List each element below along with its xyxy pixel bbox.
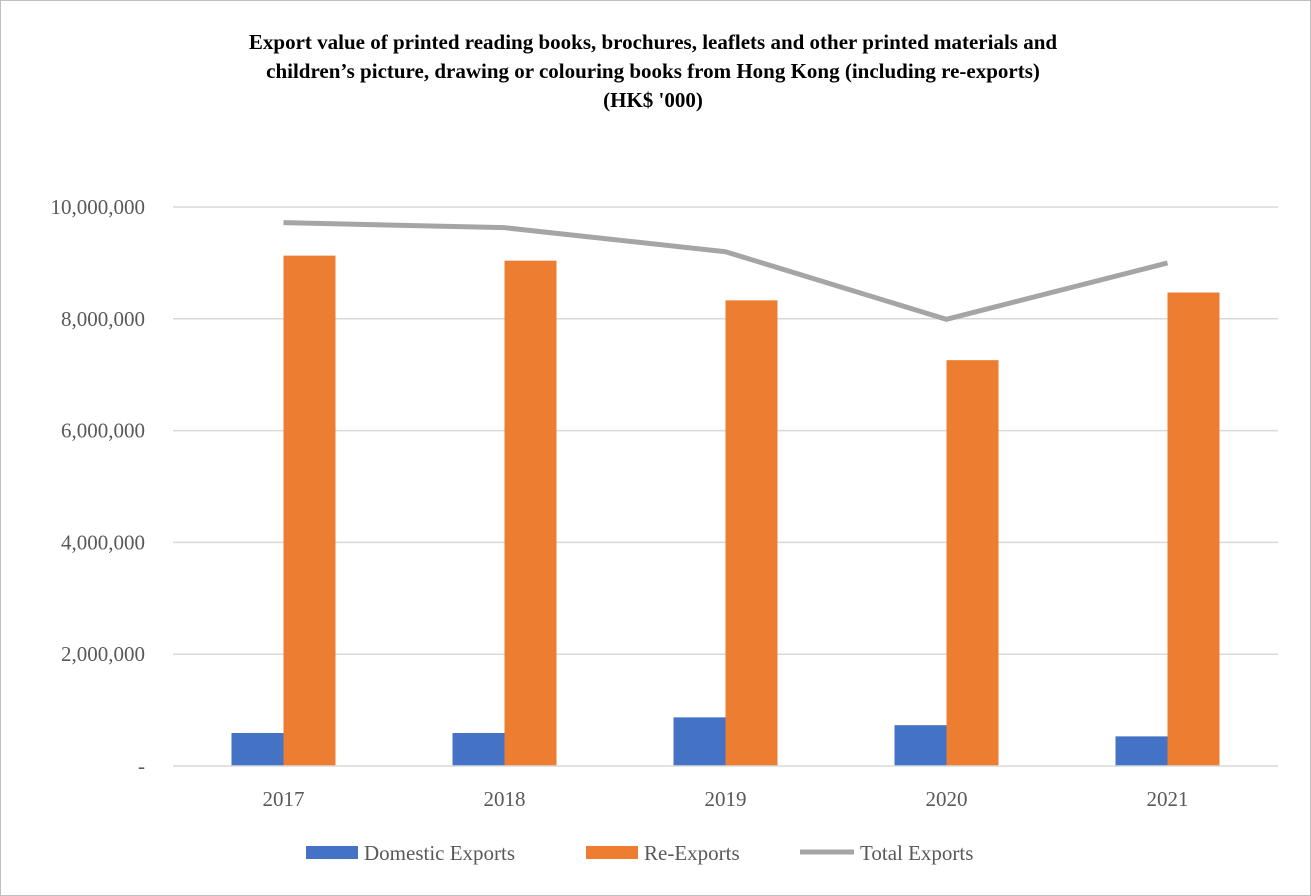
x-tick-label: 2021 [1147,787,1189,811]
chart-title: Export value of printed reading books, b… [100,28,1206,115]
y-tick-label: - [138,754,145,778]
y-tick-label: 10,000,000 [51,195,146,219]
bar-re-exports-2020 [946,360,999,766]
axes: - 2,000,000 4,000,000 6,000,000 8,000,000 10,… [51,195,1278,811]
chart-title-line-3: (HK$ '000) [603,88,703,112]
y-tick-label: 8,000,000 [61,307,145,331]
x-tick-label: 2020 [926,787,968,811]
bar-re-exports-2021 [1167,292,1220,766]
bar-re-exports-2019 [725,300,778,766]
bar-domestic-exports-2021 [1115,736,1168,766]
bar-domestic-exports-2018 [452,733,505,766]
bar-domestic-exports-2019 [673,717,726,766]
legend-swatch-re-exports [586,846,638,859]
total-line [283,220,1169,322]
bar-re-exports-2018 [504,260,557,766]
legend-label-re-exports: Re-Exports [644,841,740,865]
y-tick-label: 2,000,000 [61,642,145,666]
legend-swatch-domestic-exports [306,846,358,859]
legend-label-total-exports: Total Exports [860,841,973,865]
y-tick-label: 6,000,000 [61,419,145,443]
x-tick-label: 2018 [484,787,526,811]
x-tick-label: 2017 [263,787,305,811]
legend: Domestic Exports Re-Exports Total Exports [306,841,973,865]
bar-domestic-exports-2017 [231,733,284,766]
y-tick-label: 4,000,000 [61,530,145,554]
x-tick-label: 2019 [705,787,747,811]
bars [231,255,1220,766]
bar-re-exports-2017 [283,255,336,766]
legend-label-domestic-exports: Domestic Exports [364,841,515,865]
chart-title-line-2: children’s picture, drawing or colouring… [266,59,1040,83]
bar-domestic-exports-2020 [894,725,947,766]
chart-title-line-1: Export value of printed reading books, b… [248,30,1058,54]
